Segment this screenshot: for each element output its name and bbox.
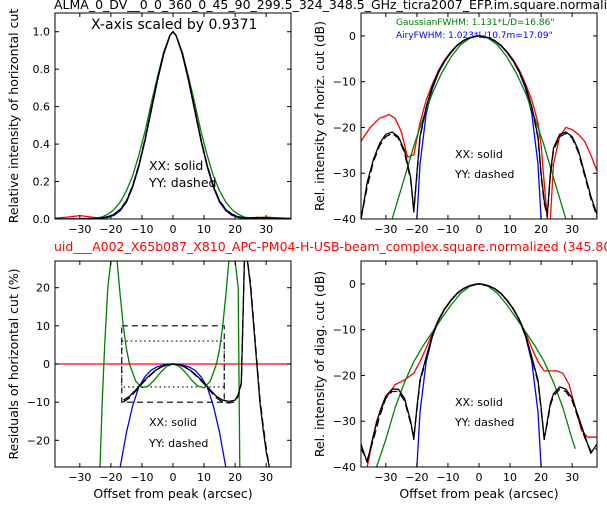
series-line-3 <box>361 283 597 464</box>
annotation: X-axis scaled by 0.9371 <box>91 17 257 33</box>
y-tick-label: −20 <box>333 369 356 382</box>
x-tick-label: −10 <box>436 223 459 236</box>
x-axis-label: Offset from peak (arcsec) <box>399 486 558 501</box>
x-tick-label: −30 <box>374 471 397 484</box>
x-tick-label: 30 <box>259 223 273 236</box>
y-tick-label: 0.8 <box>33 63 51 76</box>
y-axis-label: Rel. intensity of diag. cut (dB) <box>312 271 327 457</box>
x-tick-label: 20 <box>228 471 242 484</box>
series-line-3 <box>55 31 291 219</box>
x-tick-label: 20 <box>534 471 548 484</box>
y-tick-label: 0 <box>43 358 50 371</box>
figure-title-mid: uid___A002_X65b087_X810_APC-PM04-H-USB-b… <box>54 239 607 254</box>
x-tick-label: −10 <box>130 471 153 484</box>
y-axis-label: Rel. intensity of horiz. cut (dB) <box>312 21 327 211</box>
x-tick-label: 0 <box>476 223 483 236</box>
series-line-2 <box>391 35 597 219</box>
x-tick-label: −10 <box>436 471 459 484</box>
x-tick-label: 0 <box>170 471 177 484</box>
y-tick-label: 20 <box>36 282 50 295</box>
x-tick-label: −20 <box>405 471 428 484</box>
y-tick-label: 0.2 <box>33 176 51 189</box>
panel-bottom-right: −30 −20 −10 0 10 20 30 0 −10 −20 −30 −40 Rel. intens… <box>312 260 598 501</box>
series-line-4 <box>361 35 597 219</box>
series-line-3 <box>361 35 597 219</box>
x-tick-label: 20 <box>228 223 242 236</box>
x-tick-label: −30 <box>68 471 91 484</box>
y-tick-label: −40 <box>333 213 356 226</box>
x-tick-label: 30 <box>565 223 579 236</box>
y-axis-label: Residuals of horizontal cut (%) <box>6 269 21 460</box>
series-line-4 <box>361 283 597 461</box>
x-tick-label: 0 <box>476 471 483 484</box>
x-tick-label: 30 <box>259 471 273 484</box>
y-tick-label: 10 <box>36 320 50 333</box>
x-tick-label: −30 <box>374 223 397 236</box>
x-tick-label: 10 <box>197 471 211 484</box>
annotation: XX: solid <box>149 416 197 429</box>
x-tick-label: −20 <box>99 223 122 236</box>
series-line-2 <box>375 283 576 467</box>
x-tick-label: −20 <box>99 471 122 484</box>
annotation: XX: solid <box>455 396 503 409</box>
annotation: YY: dashed <box>148 437 208 450</box>
annotation: YY: dashed <box>454 416 514 429</box>
y-tick-label: −20 <box>27 434 50 447</box>
x-tick-label: −20 <box>405 223 428 236</box>
annotation: YY: dashed <box>148 175 216 190</box>
annotation: YY: dashed <box>454 168 514 181</box>
y-tick-label: −30 <box>333 415 356 428</box>
series-line-0 <box>366 283 597 467</box>
panel-top-right: −30 −20 −10 0 10 20 30 0 −10 −20 −30 −40 Rel. intens… <box>312 12 598 236</box>
series-line-4 <box>55 31 291 219</box>
y-tick-label: 0 <box>349 278 356 291</box>
axes-frame <box>360 12 598 220</box>
x-tick-label: 10 <box>503 471 517 484</box>
y-tick-label: 0.0 <box>33 213 51 226</box>
y-axis-label: Relative intensity of horizontal cut <box>6 9 21 224</box>
y-tick-label: −10 <box>333 324 356 337</box>
series-line-2 <box>99 261 241 467</box>
panel-bottom-left: −30 −20 −10 0 10 20 30 20 10 0 −10 −20 Residuals of … <box>6 260 292 501</box>
x-tick-label: 20 <box>534 223 548 236</box>
x-tick-label: −30 <box>68 223 91 236</box>
x-tick-label: 10 <box>197 223 211 236</box>
legend-entry: AiryFWHM: 1.023*L/10.7m=17.09" <box>396 31 553 41</box>
series-line-0 <box>55 31 291 219</box>
x-tick-label: 30 <box>565 471 579 484</box>
residual-box-dotted <box>121 340 225 388</box>
series-line-0 <box>361 35 597 219</box>
y-tick-label: −40 <box>333 461 356 474</box>
y-tick-label: 1.0 <box>33 26 51 39</box>
series-line-2 <box>55 31 291 219</box>
series-line-1 <box>416 35 542 219</box>
x-axis-label: Offset from peak (arcsec) <box>93 486 252 501</box>
axes-frame <box>360 260 598 468</box>
series-line-1 <box>416 283 542 467</box>
y-tick-label: −10 <box>333 76 356 89</box>
x-tick-label: −10 <box>130 223 153 236</box>
figure-title-top: ALMA_0_DV__0_0_360_0_45_90_299.5_324_348… <box>54 0 607 12</box>
y-tick-label: 0.6 <box>33 101 51 114</box>
y-tick-label: −30 <box>333 167 356 180</box>
y-tick-label: −10 <box>27 396 50 409</box>
y-tick-label: 0.4 <box>33 138 51 151</box>
legend-entry: GaussianFWHM: 1.131*L/D=16.86" <box>396 18 554 28</box>
series-line-1 <box>55 31 291 219</box>
annotation: XX: solid <box>455 148 503 161</box>
y-tick-label: 0 <box>349 30 356 43</box>
x-tick-label: 0 <box>170 223 177 236</box>
panel-top-left: −30 −20 −10 0 10 20 30 0.0 0.2 0.4 0.6 0.8 1.0 Relati… <box>6 9 292 236</box>
y-tick-label: −20 <box>333 121 356 134</box>
series-line-4 <box>122 261 270 467</box>
x-tick-label: 10 <box>503 223 517 236</box>
annotation: XX: solid <box>149 158 203 173</box>
